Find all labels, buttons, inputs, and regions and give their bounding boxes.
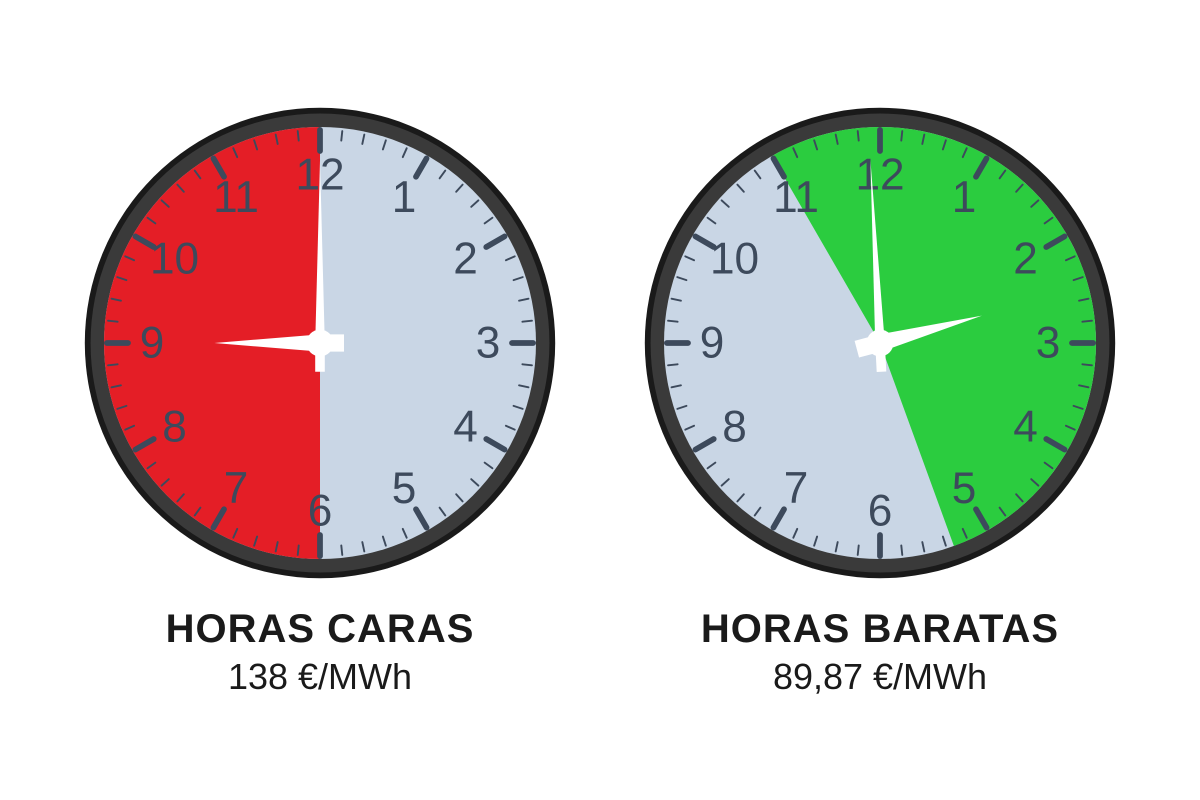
svg-text:4: 4 <box>1013 402 1038 451</box>
svg-text:9: 9 <box>140 318 165 367</box>
cheap-price: 89,87 €/MWh <box>701 656 1059 698</box>
svg-text:2: 2 <box>453 234 478 283</box>
cheap-hours-panel: 123456789101112 HORAS BARATAS 89,87 €/MW… <box>640 103 1120 698</box>
svg-text:7: 7 <box>784 463 809 512</box>
svg-text:5: 5 <box>952 463 977 512</box>
svg-text:11: 11 <box>213 173 259 222</box>
svg-text:10: 10 <box>710 234 759 283</box>
svg-text:7: 7 <box>224 463 249 512</box>
svg-text:6: 6 <box>308 486 333 535</box>
svg-text:1: 1 <box>392 173 417 222</box>
cheap-title: HORAS BARATAS <box>701 607 1059 652</box>
svg-text:6: 6 <box>868 486 893 535</box>
svg-text:11: 11 <box>773 173 819 222</box>
expensive-hours-panel: 123456789101112 HORAS CARAS 138 €/MWh <box>80 103 560 698</box>
expensive-clock: 123456789101112 <box>80 103 560 583</box>
svg-text:9: 9 <box>700 318 725 367</box>
svg-text:3: 3 <box>1036 318 1061 367</box>
svg-text:3: 3 <box>476 318 501 367</box>
svg-text:1: 1 <box>952 173 977 222</box>
cheap-clock: 123456789101112 <box>640 103 1120 583</box>
svg-text:12: 12 <box>855 150 904 199</box>
svg-text:5: 5 <box>392 463 417 512</box>
svg-text:8: 8 <box>722 402 747 451</box>
expensive-caption: HORAS CARAS 138 €/MWh <box>166 607 475 698</box>
svg-text:2: 2 <box>1013 234 1038 283</box>
expensive-title: HORAS CARAS <box>166 607 475 652</box>
svg-text:4: 4 <box>453 402 478 451</box>
svg-text:8: 8 <box>162 402 187 451</box>
expensive-price: 138 €/MWh <box>166 656 475 698</box>
cheap-caption: HORAS BARATAS 89,87 €/MWh <box>701 607 1059 698</box>
svg-text:10: 10 <box>150 234 199 283</box>
